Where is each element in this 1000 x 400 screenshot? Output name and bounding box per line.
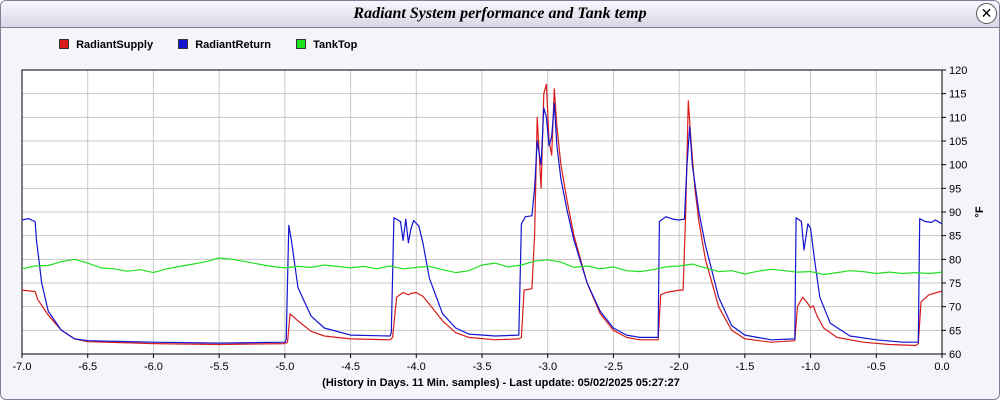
legend-item-tank-top[interactable]: TankTop <box>296 39 357 51</box>
footer-caption: (History in Days. 11 Min. samples) - Las… <box>322 377 680 389</box>
x-tick-label: -1.0 <box>801 361 820 373</box>
x-tick-label: -5.5 <box>210 361 229 373</box>
x-tick-label: -2.5 <box>604 361 623 373</box>
legend-swatch-tank-top <box>296 39 307 49</box>
y-tick-label: 95 <box>949 183 961 195</box>
x-tick-label: -6.0 <box>144 361 163 373</box>
series-line-radiant-return <box>21 102 943 344</box>
x-tick-label: -6.5 <box>78 361 97 373</box>
y-tick-label: 115 <box>949 89 967 101</box>
x-tick-label: -2.0 <box>670 361 689 373</box>
legend-label-radiant-supply: RadiantSupply <box>76 39 154 51</box>
legend-label-tank-top: TankTop <box>313 39 358 51</box>
title-bar: Radiant System performance and Tank temp… <box>1 1 999 28</box>
chart-title: Radiant System performance and Tank temp <box>353 5 647 22</box>
x-tick-label: -5.0 <box>275 361 294 373</box>
x-tick-label: -1.5 <box>735 361 754 373</box>
legend: RadiantSupply RadiantReturn TankTop <box>59 39 379 51</box>
y-axis-label: °F <box>974 206 986 217</box>
legend-item-radiant-return[interactable]: RadiantReturn <box>178 39 271 51</box>
x-tick-label: -4.0 <box>407 361 426 373</box>
close-icon[interactable]: ✕ <box>976 3 997 24</box>
y-tick-label: 120 <box>949 65 967 77</box>
x-tick-label: -7.0 <box>13 361 32 373</box>
x-tick-label: 0.0 <box>934 361 949 373</box>
legend-label-radiant-return: RadiantReturn <box>195 39 271 51</box>
x-tick-label: -4.5 <box>341 361 360 373</box>
y-tick-label: 75 <box>949 278 961 290</box>
x-tick-label: -0.5 <box>867 361 886 373</box>
y-tick-label: 65 <box>949 325 961 337</box>
y-tick-label: 110 <box>949 112 967 124</box>
y-tick-label: 70 <box>949 302 961 314</box>
x-tick-label: -3.0 <box>538 361 557 373</box>
y-tick-label: 80 <box>949 254 961 266</box>
y-tick-label: 105 <box>949 136 967 148</box>
plot-border <box>21 69 943 355</box>
y-tick-label: 100 <box>949 160 967 172</box>
y-tick-label: 85 <box>949 231 961 243</box>
y-tick-label: 90 <box>949 207 961 219</box>
series-line-tank-top <box>21 257 943 276</box>
series-line-radiant-supply <box>21 83 943 347</box>
x-tick-label: -3.5 <box>473 361 492 373</box>
y-tick-label: 60 <box>949 349 961 361</box>
legend-swatch-radiant-return <box>178 39 189 49</box>
legend-item-radiant-supply[interactable]: RadiantSupply <box>59 39 153 51</box>
legend-swatch-radiant-supply <box>59 39 69 49</box>
